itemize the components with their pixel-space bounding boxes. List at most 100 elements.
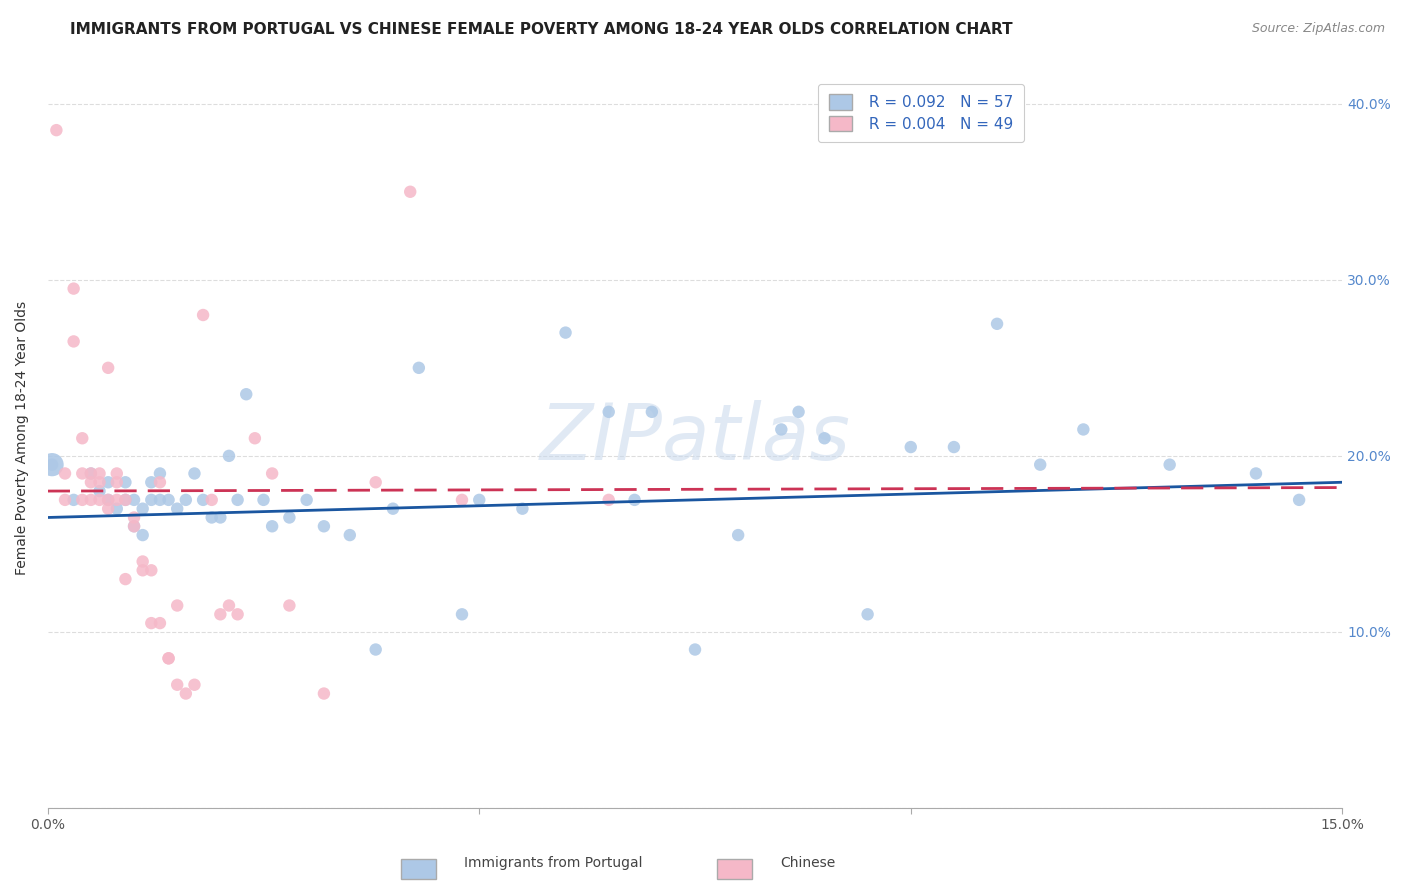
Point	[1159, 458, 1181, 472]
Point	[122, 519, 145, 533]
Point	[149, 616, 172, 631]
Legend:  R = 0.092   N = 57,  R = 0.004   N = 49: R = 0.092 N = 57, R = 0.004 N = 49	[818, 84, 1024, 142]
Point	[89, 475, 111, 490]
Text: IMMIGRANTS FROM PORTUGAL VS CHINESE FEMALE POVERTY AMONG 18-24 YEAR OLDS CORRELA: IMMIGRANTS FROM PORTUGAL VS CHINESE FEMA…	[70, 22, 1012, 37]
Point	[218, 449, 240, 463]
Point	[813, 431, 835, 445]
Point	[80, 492, 103, 507]
Point	[80, 475, 103, 490]
Point	[312, 687, 335, 701]
Point	[157, 651, 180, 665]
Point	[89, 467, 111, 481]
Point	[641, 405, 664, 419]
Point	[174, 492, 197, 507]
Point	[252, 492, 274, 507]
Point	[399, 185, 422, 199]
Point	[598, 405, 620, 419]
Point	[364, 475, 387, 490]
Point	[262, 519, 284, 533]
Point	[770, 422, 793, 436]
Point	[131, 501, 153, 516]
Point	[53, 467, 76, 481]
Point	[157, 492, 180, 507]
Point	[226, 492, 249, 507]
Point	[105, 467, 128, 481]
Point	[191, 308, 214, 322]
Point	[89, 484, 111, 499]
Point	[191, 492, 214, 507]
Point	[41, 458, 63, 472]
Point	[131, 554, 153, 568]
Point	[114, 572, 136, 586]
Point	[62, 492, 84, 507]
Point	[468, 492, 491, 507]
Point	[408, 360, 430, 375]
Point	[141, 563, 163, 577]
Point	[41, 458, 63, 472]
Point	[131, 528, 153, 542]
Point	[218, 599, 240, 613]
Text: Immigrants from Portugal: Immigrants from Portugal	[464, 856, 643, 870]
Point	[131, 563, 153, 577]
Point	[114, 475, 136, 490]
Point	[72, 492, 94, 507]
Y-axis label: Female Poverty Among 18-24 Year Olds: Female Poverty Among 18-24 Year Olds	[15, 301, 30, 575]
Point	[554, 326, 576, 340]
Point	[295, 492, 318, 507]
Point	[89, 492, 111, 507]
Point	[97, 360, 120, 375]
Point	[80, 467, 103, 481]
Point	[312, 519, 335, 533]
Point	[942, 440, 965, 454]
Point	[149, 475, 172, 490]
Point	[122, 519, 145, 533]
Point	[512, 501, 534, 516]
Point	[97, 501, 120, 516]
Point	[72, 431, 94, 445]
Point	[262, 467, 284, 481]
Point	[183, 467, 205, 481]
Point	[623, 492, 645, 507]
Point	[339, 528, 361, 542]
Point	[209, 607, 232, 622]
Point	[364, 642, 387, 657]
Point	[166, 501, 188, 516]
Point	[166, 678, 188, 692]
Point	[141, 616, 163, 631]
Point	[201, 510, 224, 524]
Point	[226, 607, 249, 622]
Point	[53, 492, 76, 507]
Point	[97, 475, 120, 490]
Point	[451, 607, 474, 622]
Point	[598, 492, 620, 507]
Text: Chinese: Chinese	[780, 856, 835, 870]
Point	[727, 528, 749, 542]
Point	[1073, 422, 1095, 436]
Point	[149, 467, 172, 481]
Text: ZIPatlas: ZIPatlas	[540, 401, 851, 476]
Point	[62, 282, 84, 296]
Point	[856, 607, 879, 622]
Point	[278, 510, 301, 524]
Point	[141, 492, 163, 507]
Point	[166, 599, 188, 613]
Point	[80, 467, 103, 481]
Point	[243, 431, 266, 445]
Point	[209, 510, 232, 524]
Text: Source: ZipAtlas.com: Source: ZipAtlas.com	[1251, 22, 1385, 36]
Point	[183, 678, 205, 692]
Point	[1288, 492, 1310, 507]
Point	[97, 492, 120, 507]
Point	[381, 501, 404, 516]
Point	[683, 642, 706, 657]
Point	[278, 599, 301, 613]
Point	[122, 492, 145, 507]
Point	[97, 492, 120, 507]
Point	[900, 440, 922, 454]
Point	[1244, 467, 1267, 481]
Point	[62, 334, 84, 349]
Point	[105, 475, 128, 490]
Point	[72, 467, 94, 481]
Point	[157, 651, 180, 665]
Point	[45, 123, 67, 137]
